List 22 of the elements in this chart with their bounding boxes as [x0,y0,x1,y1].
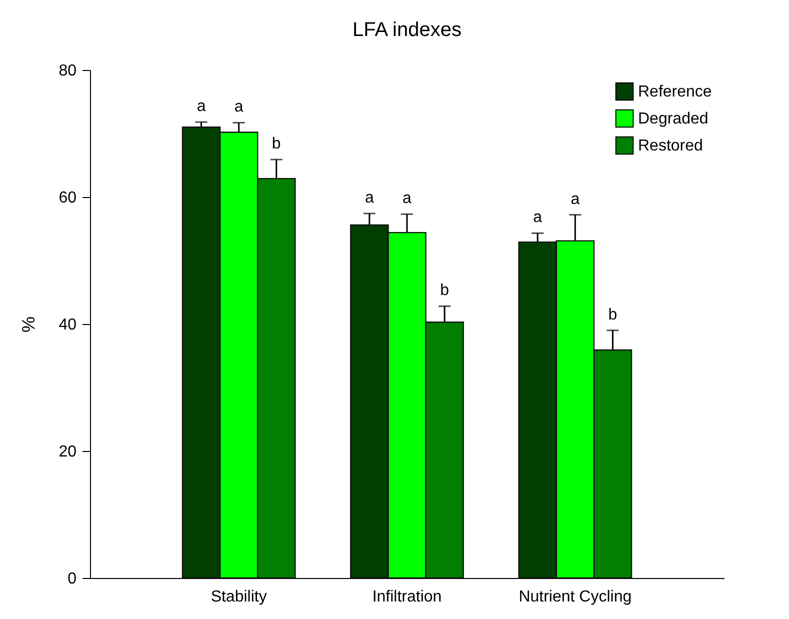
legend-label: Degraded [638,110,708,128]
y-tick-label: 40 [58,316,77,334]
data-label: b [608,306,618,324]
data-label: b [272,136,281,153]
x-tick-label: Infiltration [372,588,442,606]
data-label: a [402,190,412,208]
x-tick-label: Nutrient Cycling [518,588,632,606]
chart-title: LFA indexes [352,19,462,41]
legend-label: Restored [638,138,703,154]
data-label: a [533,209,542,226]
x-tick-label: Stability [210,588,267,606]
data-label: a [364,190,374,207]
data-label: a [570,190,580,208]
y-tick-label: 20 [58,444,77,460]
data-label: b [440,282,450,300]
y-tick-label: 80 [58,62,77,80]
legend-label: Reference [638,84,712,100]
data-label: a [196,98,206,116]
data-label: a [234,98,244,116]
y-tick-label: 60 [58,190,77,206]
y-axis-title: % [18,316,39,333]
y-tick-label: 0 [68,570,77,588]
